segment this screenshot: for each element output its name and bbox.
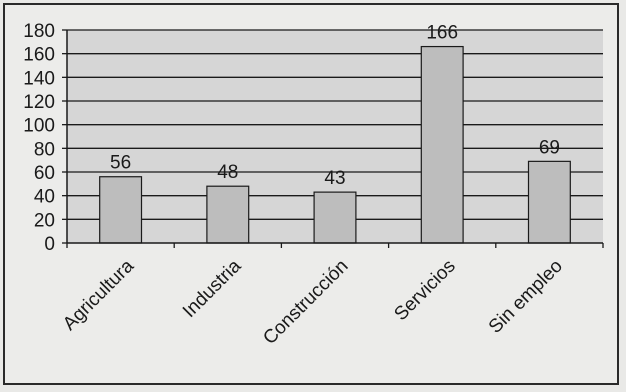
data-label: 43 <box>324 168 345 189</box>
bar <box>420 45 464 244</box>
bar <box>313 191 357 244</box>
data-label: 48 <box>217 162 238 183</box>
y-tick-label: 0 <box>44 234 55 255</box>
y-tick-label: 40 <box>34 187 55 208</box>
y-tick-label: 80 <box>34 139 55 160</box>
x-axis: Agricultura Industria Construcción Servicio… <box>59 242 604 349</box>
data-label: 166 <box>426 23 458 44</box>
data-labels: 56 48 43 166 69 <box>110 23 560 190</box>
x-category-label: Agricultura <box>59 255 138 334</box>
data-label: 56 <box>110 153 131 174</box>
y-tick-label: 20 <box>34 210 55 231</box>
bar <box>527 160 571 244</box>
bar <box>206 185 250 244</box>
y-tick-label: 140 <box>23 68 55 89</box>
bar <box>99 176 143 244</box>
x-category-label: Construcción <box>259 256 352 349</box>
x-category-label: Sin empleo <box>485 256 567 338</box>
gridlines <box>67 29 603 220</box>
x-category-label: Industria <box>179 255 246 322</box>
y-tick-label: 180 <box>23 21 55 42</box>
y-tick-label: 60 <box>34 163 55 184</box>
y-tick-label: 120 <box>23 92 55 113</box>
y-tick-label: 160 <box>23 45 55 66</box>
y-tick-label: 100 <box>23 116 55 137</box>
data-label: 69 <box>539 137 560 158</box>
x-category-label: Servicios <box>390 256 459 325</box>
